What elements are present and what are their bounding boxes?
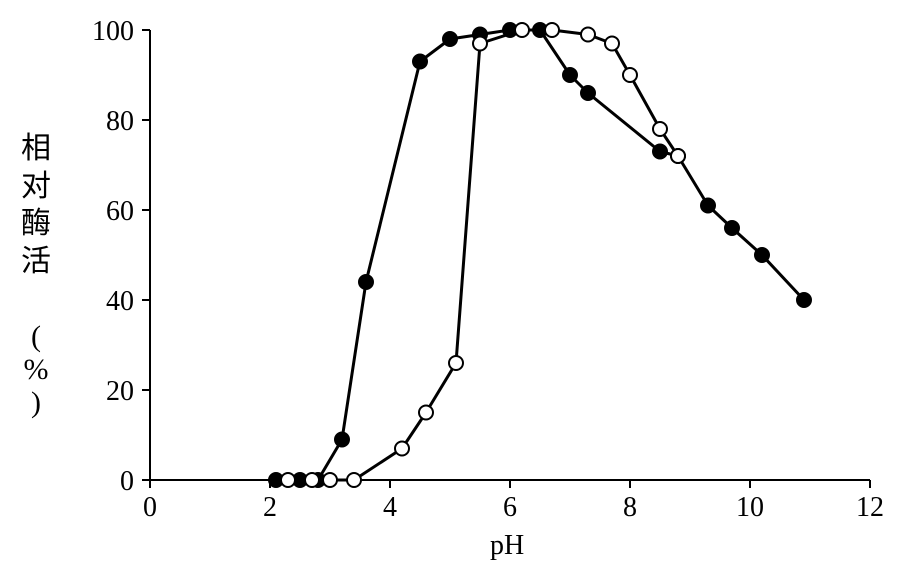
series-marker-filled (563, 68, 577, 82)
series-marker-filled (413, 55, 427, 69)
series-marker-open (671, 149, 685, 163)
chart-container: 相对酶活 ( % ) 0 2 4 6 8 10 12 0 20 40 60 80 100 pH (0, 0, 914, 581)
series-marker-open (449, 356, 463, 370)
series-marker-filled (797, 293, 811, 307)
series-marker-open (605, 37, 619, 51)
y-axis-label: 相对酶活 (18, 130, 54, 280)
x-tick-label: 4 (383, 492, 397, 523)
y-tick-label: 20 (106, 376, 134, 407)
paren-top: ( (31, 320, 41, 353)
series-marker-open (419, 406, 433, 420)
y-tick-label: 60 (106, 196, 134, 227)
y-tick-label: 100 (92, 16, 134, 47)
series-marker-filled (701, 199, 715, 213)
series-marker-filled (581, 86, 595, 100)
x-tick-label: 12 (856, 492, 884, 523)
series-marker-filled (443, 32, 457, 46)
series-marker-filled (725, 221, 739, 235)
chart-svg: 0 2 4 6 8 10 12 0 20 40 60 80 100 (0, 0, 914, 581)
y-tick-label: 80 (106, 106, 134, 137)
x-tick-label: 10 (736, 492, 764, 523)
series-marker-filled (653, 145, 667, 159)
series-marker-filled (755, 248, 769, 262)
series-marker-open (323, 473, 337, 487)
series-marker-open (515, 23, 529, 37)
x-axis-label: pH (490, 530, 524, 562)
series-marker-open (581, 28, 595, 42)
series-line-filled (276, 30, 804, 480)
x-tick-label: 0 (143, 492, 157, 523)
x-tick-label: 2 (263, 492, 277, 523)
series-marker-open (305, 473, 319, 487)
series-marker-open (395, 442, 409, 456)
y-tick-label: 40 (106, 286, 134, 317)
x-tick-label: 8 (623, 492, 637, 523)
percent-sign: % (24, 353, 49, 386)
series-marker-open (347, 473, 361, 487)
series-marker-open (653, 122, 667, 136)
series-marker-open (545, 23, 559, 37)
series-marker-open (473, 37, 487, 51)
series-marker-open (623, 68, 637, 82)
series-marker-filled (335, 433, 349, 447)
y-tick-label: 0 (120, 466, 134, 497)
y-axis-unit: ( % ) (18, 320, 54, 419)
paren-bot: ) (31, 386, 41, 419)
x-tick-label: 6 (503, 492, 517, 523)
series-marker-filled (359, 275, 373, 289)
series-marker-open (281, 473, 295, 487)
